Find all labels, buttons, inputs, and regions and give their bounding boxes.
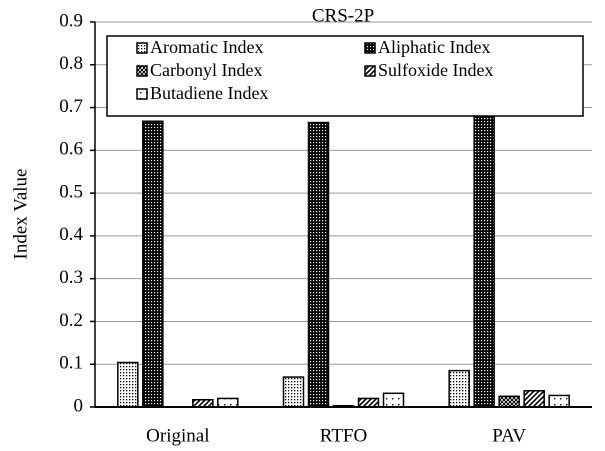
legend-label: Carbonyl Index [150, 60, 262, 80]
y-tick-label: 0.5 [59, 181, 83, 202]
y-axis-label: Index Value [10, 169, 31, 260]
bar [498, 395, 520, 408]
y-tick-label: 0.1 [59, 353, 83, 374]
bar [473, 114, 495, 408]
bar [192, 398, 214, 408]
legend-label: Aromatic Index [150, 37, 263, 57]
legend-box [106, 35, 584, 117]
x-tick-label: PAV [492, 425, 526, 446]
legend-label: Aliphatic Index [378, 37, 490, 57]
bar [217, 397, 239, 408]
legend-label: Sulfoxide Index [378, 60, 493, 80]
legend-swatch [364, 42, 376, 54]
y-tick-label: 0 [74, 395, 84, 416]
y-tick-label: 0.4 [59, 224, 83, 245]
bar [142, 120, 164, 408]
legend-swatch [136, 42, 148, 54]
legend-label: Butadiene Index [150, 83, 268, 103]
legend-swatch [136, 88, 148, 100]
bar [357, 397, 380, 408]
y-tick-label: 0.7 [59, 96, 83, 117]
chart-title: CRS-2P [312, 5, 374, 26]
bar [117, 361, 139, 408]
bar [282, 376, 305, 408]
bar [523, 389, 545, 408]
y-tick-label: 0.3 [59, 267, 83, 288]
y-tick-label: 0.8 [59, 53, 83, 74]
y-tick-label: 0.9 [59, 10, 83, 31]
legend-swatch [364, 65, 376, 77]
y-tick-label: 0.6 [59, 139, 83, 160]
y-tick-label: 0.2 [59, 310, 83, 331]
bar [382, 392, 405, 408]
bar [448, 369, 470, 408]
legend-swatch [136, 65, 148, 77]
bar [548, 394, 570, 408]
x-tick-label: Original [146, 425, 209, 446]
bar [307, 121, 330, 408]
x-tick-label: RTFO [320, 425, 367, 446]
